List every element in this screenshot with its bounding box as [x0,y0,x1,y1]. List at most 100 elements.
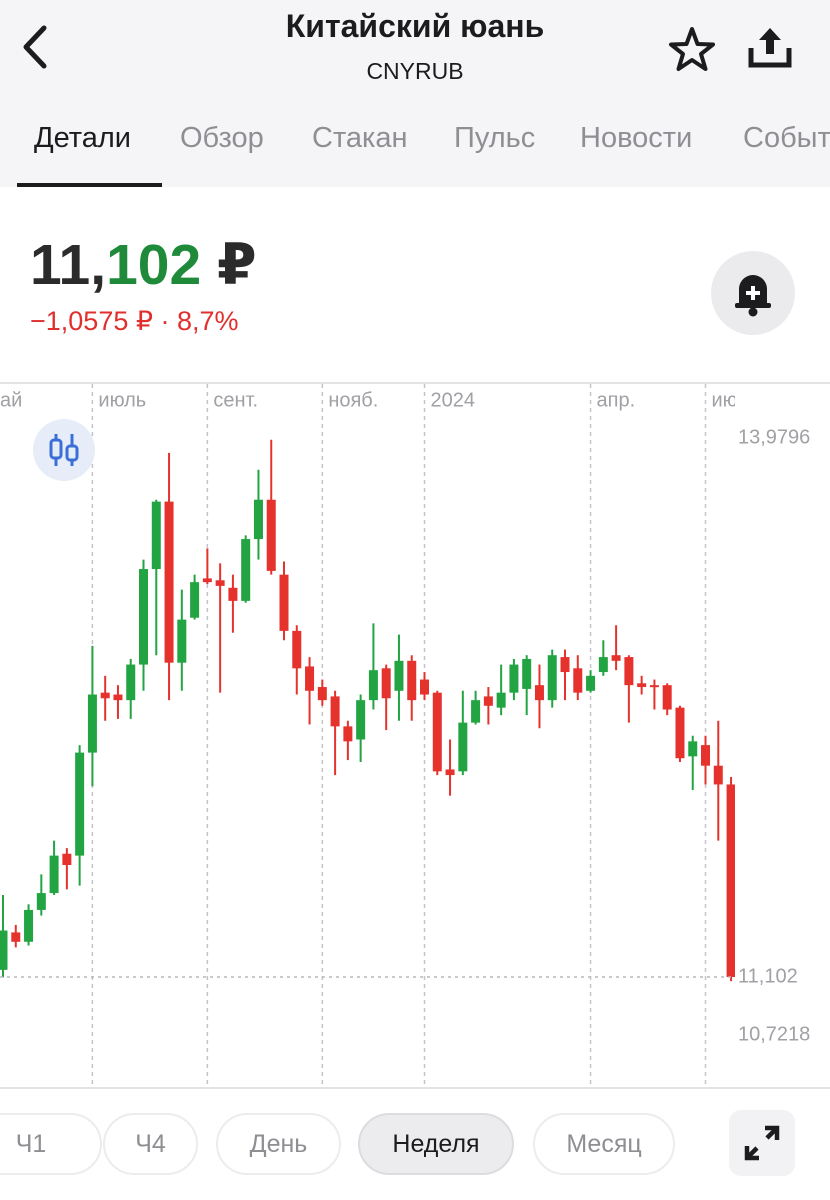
candle-body [637,683,647,688]
candle-body [24,909,34,942]
candle-body [662,685,672,710]
candle-body [483,696,493,706]
price-integer: 11, [30,233,107,297]
subtitle: CNYRUB [366,58,464,84]
candle-body [202,578,212,583]
plot-area: ай июль сент. нояб. 2024 апр. ию [0,384,738,1088]
candle-body [343,726,353,742]
share-button[interactable] [746,24,794,70]
chart: ай июль сент. нояб. 2024 апр. ию 13,9796 10,721… [0,382,830,1089]
candle-body [560,657,570,673]
candle-body [713,765,723,785]
candle-body [534,685,544,701]
candle-body [522,658,532,689]
tab[interactable]: Обзор [180,122,264,154]
candle-body [190,582,200,618]
candle-body [87,694,97,753]
tab-bar: Детали Обзор Стакан Пульс Новости Событ [0,118,830,187]
period-button[interactable]: Месяц [533,1113,675,1175]
last-price-label: 11,102 [738,965,798,987]
candle-body [164,501,174,663]
candle-body [598,657,608,673]
expand-button[interactable] [729,1110,795,1176]
bell-icon [735,275,771,317]
candle-body [126,664,136,701]
tab[interactable]: Пульс [454,122,536,154]
candle-body [330,696,340,727]
expand-icon [744,1125,780,1161]
candle-body [305,666,315,691]
candle-body [151,501,161,570]
candle-body [701,745,711,766]
tab[interactable]: Событ [743,122,830,154]
x-tick-label: ай [0,389,22,411]
candle-body [611,655,621,661]
candle-body [547,655,557,701]
candle-body [368,670,378,701]
candle-body [432,692,442,772]
candle-body [49,855,59,894]
price-currency: ₽ [217,233,257,297]
x-tick-label: 2024 [431,389,476,411]
candle-body [266,499,276,571]
period-button[interactable]: Ч4 [103,1113,198,1175]
period-button[interactable]: Ч1 [0,1113,102,1175]
candle-body [139,569,149,665]
candle-body [11,932,21,942]
candle-body [445,769,455,776]
candle-body [471,700,481,723]
y-tick-label: 10,7218 [738,1023,810,1045]
favorite-button[interactable] [668,26,716,72]
candle-body [292,630,302,669]
candle-body [496,692,506,708]
active-tab-indicator [17,183,162,187]
candle-body [624,657,634,686]
candle-body [100,692,110,699]
candle-body [241,539,251,601]
price: 11,102 ₽ [30,232,257,298]
candle-body [62,853,72,865]
candle-body [36,893,46,910]
x-tick-label: ию [712,389,738,411]
candle-body [317,687,327,701]
candle-body [113,694,123,701]
candle-body [356,700,366,740]
period-button[interactable]: День [216,1113,341,1175]
x-tick-label: июль [98,389,146,411]
candle-body [649,685,659,688]
chart-type-button[interactable] [33,419,95,481]
candle-body [215,580,225,586]
candle-body [586,675,596,691]
x-tick-label: сент. [213,389,258,411]
candle-body [573,668,583,693]
period-button[interactable]: Неделя [358,1113,514,1175]
candle-body [75,752,85,856]
back-button[interactable] [18,24,50,70]
tab[interactable]: Новости [580,122,693,154]
candle-body [0,930,8,970]
candle-body [177,619,187,663]
candle-body [675,707,685,759]
tab[interactable]: Детали [34,122,132,154]
price-fraction: 102 [106,233,202,297]
x-tick-label: апр. [597,389,636,411]
candle-body [509,664,519,693]
candle-body [381,668,391,699]
candle-body [279,574,289,631]
candle-body [407,660,417,701]
candle-body [726,784,735,977]
header: Китайский юань CNYRUB Детали Обзор Стакан П… [0,0,830,187]
candle-body [253,499,263,540]
price-change: −1,0575 ₽ · 8,7% [30,306,239,336]
x-tick-label: нояб. [328,389,378,411]
alert-button[interactable] [711,251,795,335]
tab[interactable]: Стакан [312,122,408,154]
candle-body [420,679,430,695]
candle-body [458,722,468,772]
candle-body [688,741,698,757]
y-tick-label: 13,9796 [738,426,810,448]
candle-body [228,587,238,601]
candle-body [394,660,404,691]
title: Китайский юань [285,8,545,44]
